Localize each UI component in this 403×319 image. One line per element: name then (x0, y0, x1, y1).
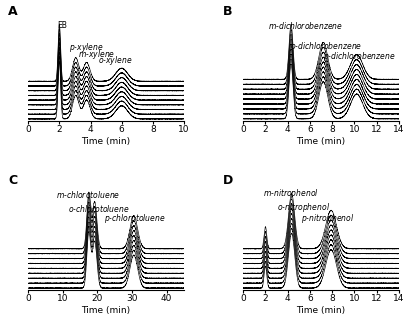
X-axis label: Time (min): Time (min) (81, 137, 131, 146)
Text: $\mathit{o}$-$\mathit{dichlorobenzene}$: $\mathit{o}$-$\mathit{dichlorobenzene}$ (290, 41, 362, 51)
X-axis label: Time (min): Time (min) (297, 137, 346, 146)
X-axis label: Time (min): Time (min) (297, 306, 346, 315)
Text: B: B (223, 5, 233, 18)
Text: $\mathit{p}$-$\mathit{nitrophenol}$: $\mathit{p}$-$\mathit{nitrophenol}$ (301, 212, 354, 226)
Text: A: A (8, 5, 18, 18)
Text: $\mathit{m}$-$\mathit{dichlorobenzene}$: $\mathit{m}$-$\mathit{dichlorobenzene}$ (268, 19, 343, 31)
Text: $\mathit{p}$-$\mathit{dichlorobenzene}$: $\mathit{p}$-$\mathit{dichlorobenzene}$ (323, 50, 396, 63)
Text: $\mathit{m}$-$\mathit{chlorotoluene}$: $\mathit{m}$-$\mathit{chlorotoluene}$ (56, 189, 120, 200)
Text: D: D (223, 174, 233, 188)
Text: $\mathit{p}$-$\mathit{xylene}$: $\mathit{p}$-$\mathit{xylene}$ (69, 41, 103, 55)
Text: EB: EB (57, 21, 67, 30)
X-axis label: Time (min): Time (min) (81, 306, 131, 315)
Text: $\mathit{m}$-$\mathit{xylene}$: $\mathit{m}$-$\mathit{xylene}$ (78, 48, 115, 61)
Text: $\mathit{o}$-$\mathit{chlorotoluene}$: $\mathit{o}$-$\mathit{chlorotoluene}$ (68, 203, 129, 214)
Text: $\mathit{o}$-$\mathit{xylene}$: $\mathit{o}$-$\mathit{xylene}$ (98, 54, 133, 67)
Text: $\mathit{o}$-$\mathit{nitrophenol}$: $\mathit{o}$-$\mathit{nitrophenol}$ (276, 201, 330, 214)
Text: $\mathit{m}$-$\mathit{nitrophenol}$: $\mathit{m}$-$\mathit{nitrophenol}$ (263, 187, 319, 200)
Text: $\mathit{p}$-$\mathit{chlorotoluene}$: $\mathit{p}$-$\mathit{chlorotoluene}$ (104, 212, 166, 226)
Text: C: C (8, 174, 17, 188)
